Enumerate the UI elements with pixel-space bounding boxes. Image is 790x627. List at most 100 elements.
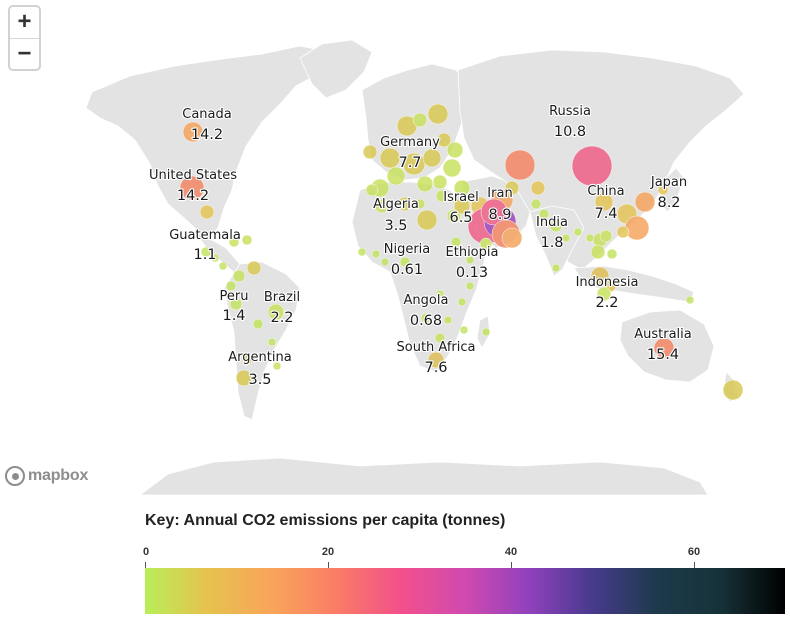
bubble-kenya xyxy=(465,281,475,291)
label-germany-value: 7.7 xyxy=(398,155,421,171)
zoom-out-button[interactable]: − xyxy=(10,38,39,69)
bubble-libya xyxy=(416,209,438,231)
bubble-mexico xyxy=(199,204,215,220)
bubble-drc xyxy=(435,289,445,299)
bubble-israel xyxy=(453,197,471,215)
label-peru-value: 1.4 xyxy=(222,308,245,324)
bubble-malaysia xyxy=(590,266,610,286)
label-layer: Canada 14.2 United States 14.2 Guatemala… xyxy=(148,103,693,389)
bubble-mali xyxy=(371,249,381,259)
legend-title: Key: Annual CO2 emissions per capita (to… xyxy=(145,512,506,529)
label-indonesia-name: Indonesia xyxy=(576,275,639,290)
label-iran-value: 8.9 xyxy=(488,207,511,223)
world-map[interactable]: Canada 14.2 United States 14.2 Guatemala… xyxy=(0,0,785,495)
label-china-name: China xyxy=(587,184,624,199)
label-iran-name: Iran xyxy=(487,186,512,201)
bubble-png xyxy=(685,295,695,305)
label-south-africa-name: South Africa xyxy=(397,340,476,355)
zoom-control: + − xyxy=(8,5,41,71)
bubble-uzbekistan xyxy=(504,180,520,196)
label-us-name: United States xyxy=(149,168,237,183)
label-israel-value: 6.5 xyxy=(449,210,472,226)
label-brazil-name: Brazil xyxy=(264,290,300,305)
bubble-sudan xyxy=(450,236,462,248)
bubble-ghana xyxy=(380,257,390,267)
bubble-afghanistan xyxy=(530,198,542,210)
bubble-nigeria xyxy=(399,256,411,268)
mapbox-logo[interactable]: mapbox xyxy=(5,464,88,488)
bubble-brazil xyxy=(267,303,285,321)
label-peru-name: Peru xyxy=(220,289,249,304)
legend-tick-60: 60 xyxy=(687,546,701,558)
bubble-zambia xyxy=(443,315,453,325)
bubble-yemen xyxy=(479,237,493,251)
bubble-tunisia xyxy=(414,198,426,210)
bubble-nicaragua xyxy=(218,261,228,271)
bubble-dominican xyxy=(241,234,253,246)
land-north-america xyxy=(85,45,331,239)
legend-tick-40: 40 xyxy=(504,546,518,558)
bubble-botswana xyxy=(434,332,446,344)
bubble-kuwait xyxy=(480,198,508,226)
label-indonesia-value: 2.2 xyxy=(595,295,618,311)
label-us-value: 14.2 xyxy=(177,188,209,204)
bubble-portugal xyxy=(365,183,379,197)
bubble-morocco xyxy=(374,198,390,214)
legend-tick-0: 0 xyxy=(142,546,150,558)
label-ethiopia-value: 0.13 xyxy=(456,265,488,281)
bubble-indonesia xyxy=(596,286,612,302)
bubble-laos xyxy=(590,244,606,260)
bubble-layer xyxy=(179,103,744,401)
label-japan-value: 8.2 xyxy=(657,195,680,211)
bubble-nepal xyxy=(561,233,571,243)
bubble-sweden xyxy=(412,112,428,128)
label-australia-value: 15.4 xyxy=(647,347,679,363)
legend: Key: Annual CO2 emissions per capita (to… xyxy=(0,495,790,627)
bubble-kazakhstan xyxy=(504,149,536,181)
bubble-south-africa xyxy=(427,351,445,369)
bubble-angola xyxy=(420,312,432,324)
label-south-africa-value: 7.6 xyxy=(424,360,447,376)
bubble-mozambique xyxy=(459,325,469,335)
bubble-bangladesh xyxy=(573,227,583,237)
bubble-cuba xyxy=(228,236,240,248)
label-algeria-value: 3.5 xyxy=(384,218,407,234)
label-australia-name: Australia xyxy=(634,327,692,342)
label-russia-name: Russia xyxy=(549,104,591,119)
bubble-bolivia xyxy=(252,318,264,330)
bubble-honduras xyxy=(210,253,220,263)
bubble-turkmenistan xyxy=(530,180,546,196)
bubble-chile xyxy=(241,354,253,366)
label-brazil-value: 2.2 xyxy=(270,310,293,326)
bubble-balkans xyxy=(432,174,448,190)
land-greenland xyxy=(299,39,373,99)
bubble-guatemala xyxy=(200,246,212,258)
bubble-north-japan xyxy=(657,184,669,196)
label-argentina-name: Argentina xyxy=(228,350,291,365)
bubble-madagascar xyxy=(481,327,491,337)
bubble-ukraine xyxy=(442,158,462,178)
bubble-sri-lanka xyxy=(551,263,561,273)
legend-color-bar xyxy=(145,568,785,614)
zoom-in-button[interactable]: + xyxy=(17,8,32,35)
bubble-ecuador xyxy=(225,280,237,292)
bubble-india xyxy=(549,219,563,233)
bubble-argentina xyxy=(235,369,253,387)
bubble-belarus xyxy=(446,141,464,159)
legend-tick-20: 20 xyxy=(321,546,335,558)
bubble-united-states xyxy=(179,175,205,201)
land-antarctica xyxy=(139,457,709,495)
label-algeria-name: Algeria xyxy=(373,197,419,212)
bubble-vietnam xyxy=(599,229,613,243)
label-china-value: 7.4 xyxy=(594,206,617,222)
label-india-name: India xyxy=(536,215,568,230)
bubble-mongolia xyxy=(594,192,614,212)
legend-tickmark-60 xyxy=(694,562,695,568)
label-nigeria-value: 0.61 xyxy=(391,262,423,278)
bubble-peru xyxy=(229,297,243,311)
bubble-new-zealand xyxy=(722,379,744,401)
label-israel-name: Israel xyxy=(443,190,479,205)
bubble-taiwan xyxy=(616,225,630,239)
bubble-uruguay xyxy=(272,361,282,371)
map-view[interactable]: Canada 14.2 United States 14.2 Guatemala… xyxy=(0,0,785,495)
